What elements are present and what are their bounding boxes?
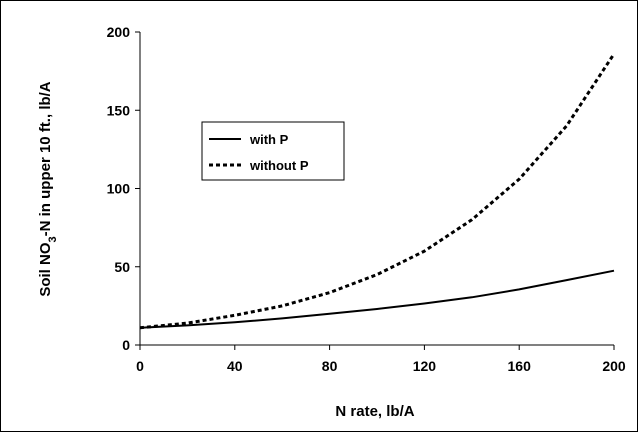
x-tick-label: 40 bbox=[227, 358, 243, 374]
y-axis-label-part1: Soil NO bbox=[37, 242, 54, 297]
series-line-with-p bbox=[139, 269, 615, 329]
legend-label-with-p: with P bbox=[249, 132, 289, 147]
x-tick-label: 0 bbox=[136, 358, 144, 374]
y-tick-label: 150 bbox=[107, 102, 131, 118]
y-tick-label: 0 bbox=[122, 337, 130, 353]
x-tick-label: 80 bbox=[322, 358, 338, 374]
legend: with P without P bbox=[201, 121, 345, 181]
y-tick-label: 100 bbox=[107, 181, 131, 197]
x-tick-label: 120 bbox=[413, 358, 437, 374]
series-lines bbox=[139, 53, 616, 330]
axes bbox=[139, 32, 614, 346]
y-axis-label-subscript: 3 bbox=[47, 236, 59, 242]
y-tick-label: 50 bbox=[114, 259, 130, 275]
y-axis-label-part2: -N in upper 10 ft., lb/A bbox=[37, 81, 54, 236]
x-axis-label: N rate, lb/A bbox=[335, 403, 414, 420]
legend-box bbox=[201, 121, 345, 181]
legend-label-without-p: without P bbox=[249, 158, 309, 173]
x-tick-label: 200 bbox=[602, 358, 626, 374]
y-tick-label: 200 bbox=[107, 24, 131, 40]
x-tick-label: 160 bbox=[508, 358, 532, 374]
y-axis-label: Soil NO3-N in upper 10 ft., lb/A bbox=[37, 81, 59, 296]
series-line-without-p bbox=[139, 53, 616, 330]
ticks: 0 50 100 150 200 0 40 80 120 160 200 bbox=[107, 24, 626, 374]
